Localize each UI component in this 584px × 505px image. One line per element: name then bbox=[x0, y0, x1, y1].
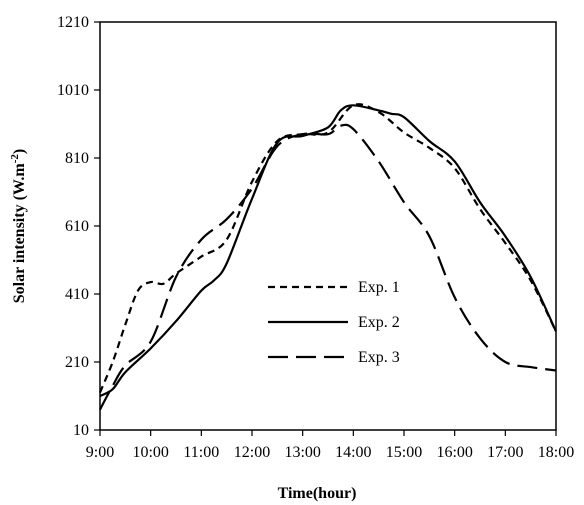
x-tick-label: 18:00 bbox=[538, 444, 574, 461]
x-axis-title: Time(hour) bbox=[278, 485, 357, 502]
x-tick-label: 10:00 bbox=[132, 444, 168, 461]
series-line-exp-1 bbox=[98, 103, 557, 394]
x-tick-label: 9:00 bbox=[86, 444, 114, 461]
x-tick-label: 12:00 bbox=[234, 444, 270, 461]
series-line-exp-2 bbox=[99, 104, 557, 397]
x-tick-label: 11:00 bbox=[183, 444, 219, 461]
y-tick-label: 610 bbox=[65, 218, 89, 235]
y-tick-label: 210 bbox=[65, 354, 89, 371]
y-axis-title: Solar intensity (W.m-2) bbox=[9, 149, 28, 304]
y-tick-label: 1010 bbox=[57, 82, 89, 99]
legend: Exp. 1 Exp. 2 Exp. 3 bbox=[268, 279, 400, 366]
y-axis-title-close: ) bbox=[11, 149, 28, 154]
y-axis-ticks: 10 210 410 610 810 1010 1210 bbox=[57, 14, 100, 439]
x-tick-label: 13:00 bbox=[284, 444, 320, 461]
legend-label-exp-1: Exp. 1 bbox=[358, 279, 400, 296]
x-tick-label: 14:00 bbox=[335, 444, 371, 461]
y-axis-title-main: Solar intensity (W.m bbox=[11, 163, 28, 304]
series-line-exp-3 bbox=[99, 123, 557, 411]
y-tick-label: 10 bbox=[73, 422, 89, 439]
y-tick-label: 810 bbox=[65, 150, 89, 167]
y-axis-title-sup: -2 bbox=[9, 154, 21, 164]
y-tick-label: 410 bbox=[65, 286, 89, 303]
plot-area bbox=[99, 21, 557, 431]
legend-label-exp-2: Exp. 2 bbox=[358, 314, 400, 331]
x-tick-label: 17:00 bbox=[487, 444, 523, 461]
x-axis-ticks: 9:00 10:00 11:00 12:00 13:00 14:00 15:00 16:00 1… bbox=[86, 430, 574, 461]
x-tick-label: 15:00 bbox=[386, 444, 422, 461]
legend-label-exp-3: Exp. 3 bbox=[358, 349, 400, 366]
series-group bbox=[98, 103, 557, 411]
plot-frame bbox=[99, 21, 557, 431]
x-tick-label: 16:00 bbox=[436, 444, 472, 461]
y-tick-label: 1210 bbox=[57, 14, 89, 31]
